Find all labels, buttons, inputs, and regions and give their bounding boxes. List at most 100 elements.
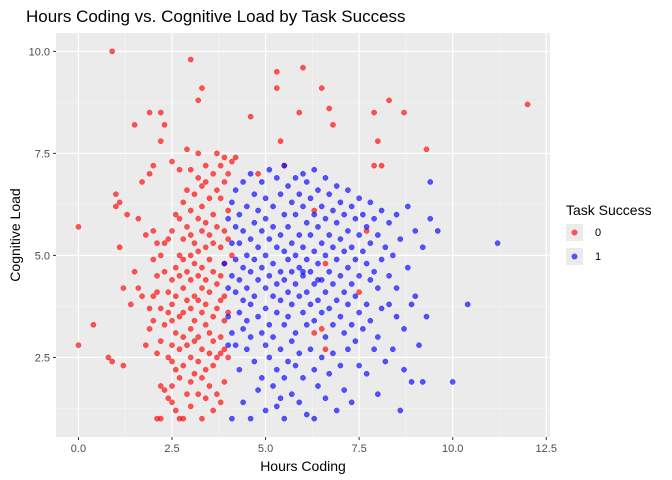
data-point-series-0 [210, 313, 216, 320]
data-point-series-1 [277, 346, 284, 353]
data-point-series-0 [187, 232, 194, 238]
data-point-series-1 [247, 301, 254, 308]
data-point-series-0 [120, 285, 127, 291]
data-point-series-0 [169, 277, 175, 283]
data-point-series-0 [146, 109, 153, 116]
data-point-series-0 [113, 191, 119, 197]
data-point-series-1 [259, 179, 265, 185]
data-point-series-1 [311, 166, 318, 173]
data-point-series-0 [180, 256, 187, 263]
data-point-series-1 [393, 285, 400, 291]
data-point-series-1 [333, 407, 340, 414]
data-point-series-0 [221, 154, 228, 161]
data-point-series-0 [187, 354, 194, 361]
data-point-series-0 [184, 391, 190, 397]
data-point-series-1 [266, 166, 273, 173]
data-point-series-0 [195, 248, 202, 255]
data-point-series-0 [195, 175, 202, 181]
data-point-series-1 [303, 321, 310, 328]
data-point-series-1 [382, 244, 389, 251]
data-point-series-1 [303, 179, 310, 185]
y-tick-label: 7.5 [35, 148, 50, 160]
data-point-series-1 [352, 338, 359, 344]
data-point-series-0 [322, 346, 329, 353]
data-point-series-0 [214, 354, 220, 361]
data-point-series-1 [412, 228, 419, 234]
data-point-series-1 [345, 187, 351, 193]
data-point-series-0 [206, 195, 213, 202]
data-point-series-0 [157, 252, 164, 259]
data-point-series-0 [423, 146, 430, 153]
data-point-series-1 [330, 321, 336, 328]
data-point-series-1 [266, 273, 273, 279]
data-point-series-0 [195, 97, 202, 104]
data-point-series-1 [296, 293, 303, 300]
data-point-series-1 [382, 358, 389, 365]
data-point-series-1 [303, 289, 310, 295]
data-point-series-0 [202, 277, 209, 283]
data-point-series-1 [285, 358, 291, 365]
data-point-series-1 [356, 362, 362, 369]
data-point-series-1 [247, 268, 254, 275]
data-point-series-1 [419, 244, 426, 251]
data-point-series-1 [348, 321, 355, 328]
data-point-series-1 [341, 289, 347, 295]
data-point-series-1 [427, 179, 434, 185]
data-point-series-1 [255, 277, 261, 283]
data-point-series-0 [187, 277, 194, 283]
data-point-series-1 [262, 252, 269, 259]
data-point-series-1 [408, 301, 415, 308]
data-point-series-1 [240, 297, 246, 304]
data-point-series-0 [161, 240, 168, 246]
data-point-series-1 [274, 175, 280, 181]
data-point-series-0 [311, 330, 318, 336]
data-point-series-1 [352, 215, 359, 222]
data-point-series-1 [255, 313, 261, 320]
data-point-series-1 [330, 207, 336, 214]
data-point-series-1 [326, 191, 332, 197]
data-point-series-0 [169, 158, 175, 165]
data-point-series-1 [322, 175, 329, 181]
data-point-series-1 [307, 301, 314, 308]
data-point-series-0 [113, 203, 119, 210]
data-point-series-0 [221, 346, 228, 353]
data-point-series-1 [225, 285, 231, 291]
data-point-series-1 [303, 219, 310, 226]
data-point-series-0 [146, 326, 153, 332]
data-point-series-1 [247, 170, 254, 177]
data-point-series-1 [285, 313, 291, 320]
data-point-series-1 [244, 317, 250, 324]
data-point-series-1 [345, 264, 351, 271]
data-point-series-1 [281, 277, 288, 283]
data-point-series-1 [311, 415, 318, 422]
data-point-series-1 [232, 256, 239, 263]
data-point-series-1 [311, 366, 318, 373]
data-point-series-0 [128, 301, 134, 308]
data-point-series-0 [225, 207, 231, 214]
data-point-series-1 [311, 317, 318, 324]
data-point-series-1 [274, 309, 280, 316]
data-point-series-1 [386, 219, 392, 226]
data-point-series-0 [165, 309, 172, 316]
data-point-series-1 [296, 191, 303, 197]
data-point-series-0 [131, 268, 138, 275]
data-point-series-1 [311, 211, 318, 218]
data-point-series-1 [315, 187, 321, 193]
data-point-series-0 [184, 297, 190, 304]
data-point-series-1 [307, 195, 314, 202]
data-point-series-1 [341, 248, 347, 255]
data-point-series-1 [390, 252, 396, 259]
data-point-series-0 [184, 342, 190, 348]
data-point-series-0 [172, 293, 179, 300]
data-point-series-0 [191, 370, 198, 377]
data-point-series-1 [259, 330, 265, 336]
data-point-series-1 [244, 285, 250, 291]
data-point-series-1 [393, 211, 400, 218]
data-point-series-1 [315, 297, 321, 304]
data-point-series-1 [326, 268, 332, 275]
data-point-series-1 [307, 346, 314, 353]
data-point-series-0 [221, 228, 228, 234]
data-point-series-0 [150, 256, 157, 263]
data-point-series-1 [225, 342, 231, 348]
data-point-series-1 [292, 211, 299, 218]
